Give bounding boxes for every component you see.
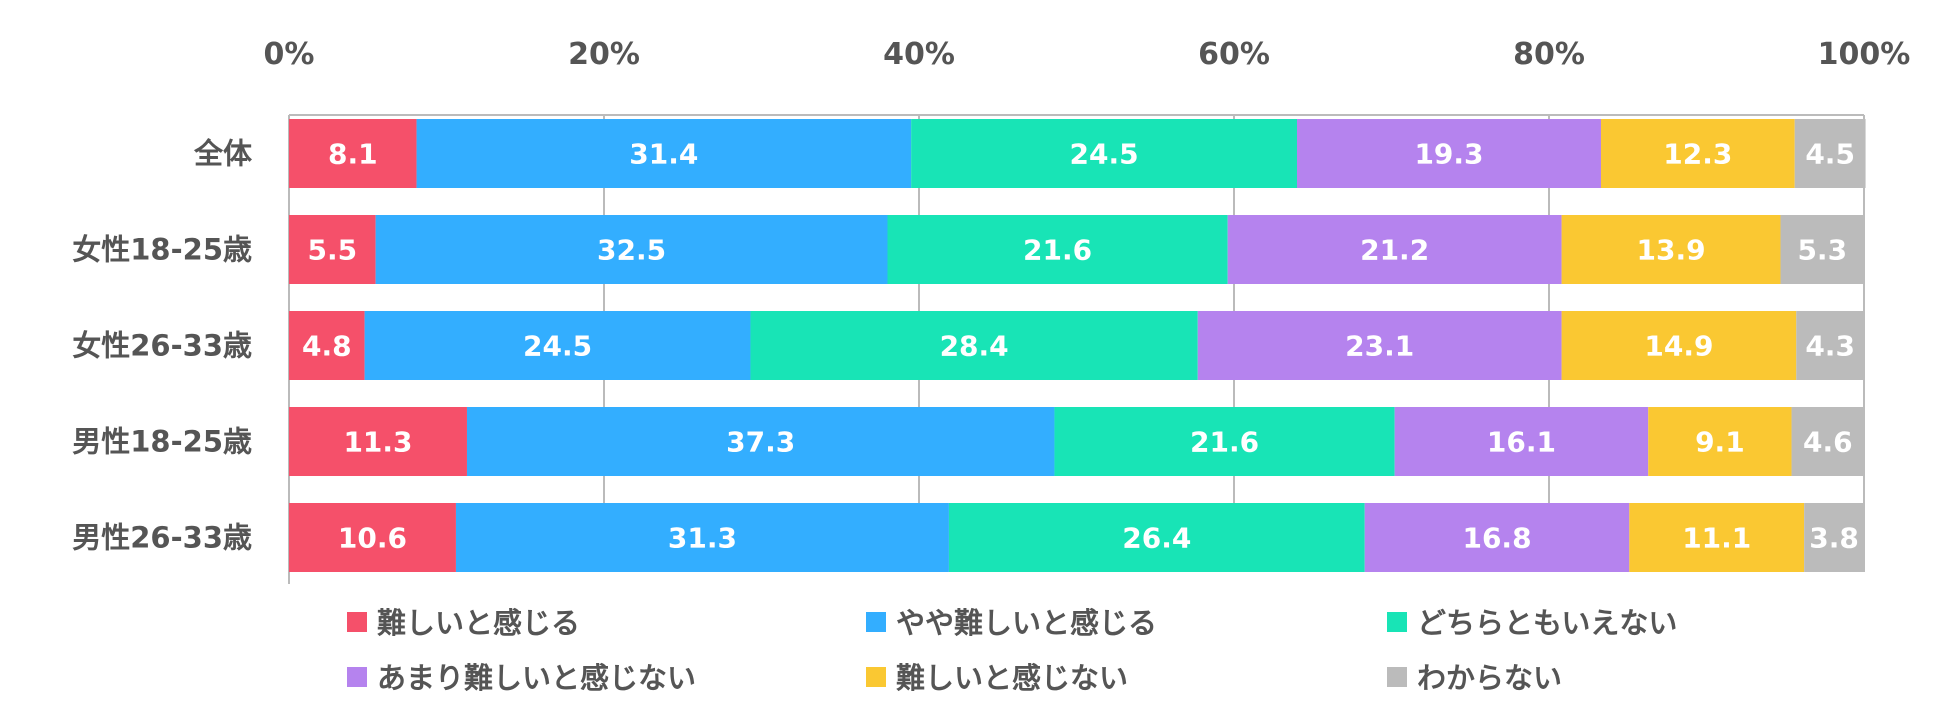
- legend-label: 難しいと感じない: [896, 661, 1128, 695]
- legend-swatch: [866, 612, 886, 632]
- category-label: 女性26-33歳: [72, 329, 252, 363]
- data-label: 5.5: [308, 234, 358, 267]
- legend-label: 難しいと感じる: [377, 606, 580, 640]
- bar-segment: [364, 311, 751, 380]
- category-label: 女性18-25歳: [72, 233, 252, 267]
- data-label: 24.5: [523, 330, 592, 363]
- bar-segment: [455, 503, 949, 572]
- data-label: 21.6: [1023, 234, 1092, 267]
- bar-segment: [289, 407, 467, 476]
- bar-segment: [911, 119, 1297, 188]
- bar-segment: [1561, 311, 1797, 380]
- data-label: 24.5: [1070, 138, 1139, 171]
- legend-swatch: [347, 612, 367, 632]
- bar-segment: [1297, 119, 1601, 188]
- bar-segment: [1054, 407, 1395, 476]
- category-label: 全体: [193, 137, 253, 171]
- category-label: 男性18-25歳: [72, 425, 252, 459]
- data-label: 10.6: [338, 522, 407, 555]
- data-label: 5.3: [1797, 234, 1847, 267]
- data-label: 37.3: [726, 426, 795, 459]
- legend-swatch: [866, 667, 886, 687]
- data-label: 9.1: [1695, 426, 1745, 459]
- bar-segment: [1197, 311, 1562, 380]
- bar-segment: [466, 407, 1055, 476]
- category-label: 男性26-33歳: [72, 521, 252, 555]
- data-label: 11.3: [343, 426, 412, 459]
- bar-segment: [375, 215, 888, 284]
- x-tick-label: 100%: [1818, 37, 1911, 72]
- data-label: 28.4: [940, 330, 1009, 363]
- legend-swatch: [347, 667, 367, 687]
- data-label: 13.9: [1637, 234, 1706, 267]
- bar-segment: [948, 503, 1365, 572]
- data-label: 3.8: [1809, 522, 1859, 555]
- bar-segment: [1804, 503, 1864, 572]
- bar-segment: [1780, 215, 1864, 284]
- data-label: 8.1: [328, 138, 378, 171]
- bar-segment: [1227, 215, 1562, 284]
- legend-label: やや難しいと感じる: [896, 606, 1157, 640]
- bar-segment: [289, 503, 456, 572]
- data-label: 4.6: [1803, 426, 1853, 459]
- data-label: 31.3: [668, 522, 737, 555]
- data-label: 31.4: [629, 138, 698, 171]
- data-label: 14.9: [1644, 330, 1713, 363]
- x-tick-label: 40%: [883, 37, 955, 72]
- x-tick-label: 20%: [568, 37, 640, 72]
- data-label: 4.3: [1805, 330, 1855, 363]
- legend-swatch: [1387, 667, 1407, 687]
- data-label: 11.1: [1682, 522, 1751, 555]
- data-label: 4.5: [1805, 138, 1855, 171]
- x-tick-label: 80%: [1513, 37, 1585, 72]
- bar-segment: [1600, 119, 1795, 188]
- data-label: 23.1: [1345, 330, 1414, 363]
- data-label: 21.6: [1190, 426, 1259, 459]
- bar-segment: [1561, 215, 1781, 284]
- bar-segment: [1791, 407, 1864, 476]
- data-label: 16.8: [1462, 522, 1531, 555]
- legend-label: あまり難しいと感じない: [377, 661, 696, 695]
- data-label: 26.4: [1122, 522, 1191, 555]
- data-label: 32.5: [597, 234, 666, 267]
- bar-segment: [1629, 503, 1805, 572]
- bar-segment: [887, 215, 1228, 284]
- bar-segment: [289, 119, 417, 188]
- bar-segment: [1794, 119, 1866, 188]
- data-label: 12.3: [1663, 138, 1732, 171]
- data-label: 4.8: [302, 330, 352, 363]
- bar-segment: [1364, 503, 1630, 572]
- data-label: 21.2: [1360, 234, 1429, 267]
- bar-segment: [416, 119, 912, 188]
- legend-label: どちらともいえない: [1417, 606, 1677, 640]
- x-tick-label: 60%: [1198, 37, 1270, 72]
- legend-label: わからない: [1417, 661, 1562, 695]
- bar-segment: [1648, 407, 1792, 476]
- bar-segment: [289, 215, 376, 284]
- data-label: 19.3: [1414, 138, 1483, 171]
- bar-segment: [289, 311, 365, 380]
- legend-swatch: [1387, 612, 1407, 632]
- data-label: 16.1: [1487, 426, 1556, 459]
- bar-segment: [750, 311, 1198, 380]
- x-tick-label: 0%: [264, 37, 315, 72]
- bar-segment: [1796, 311, 1864, 380]
- bar-segment: [1394, 407, 1649, 476]
